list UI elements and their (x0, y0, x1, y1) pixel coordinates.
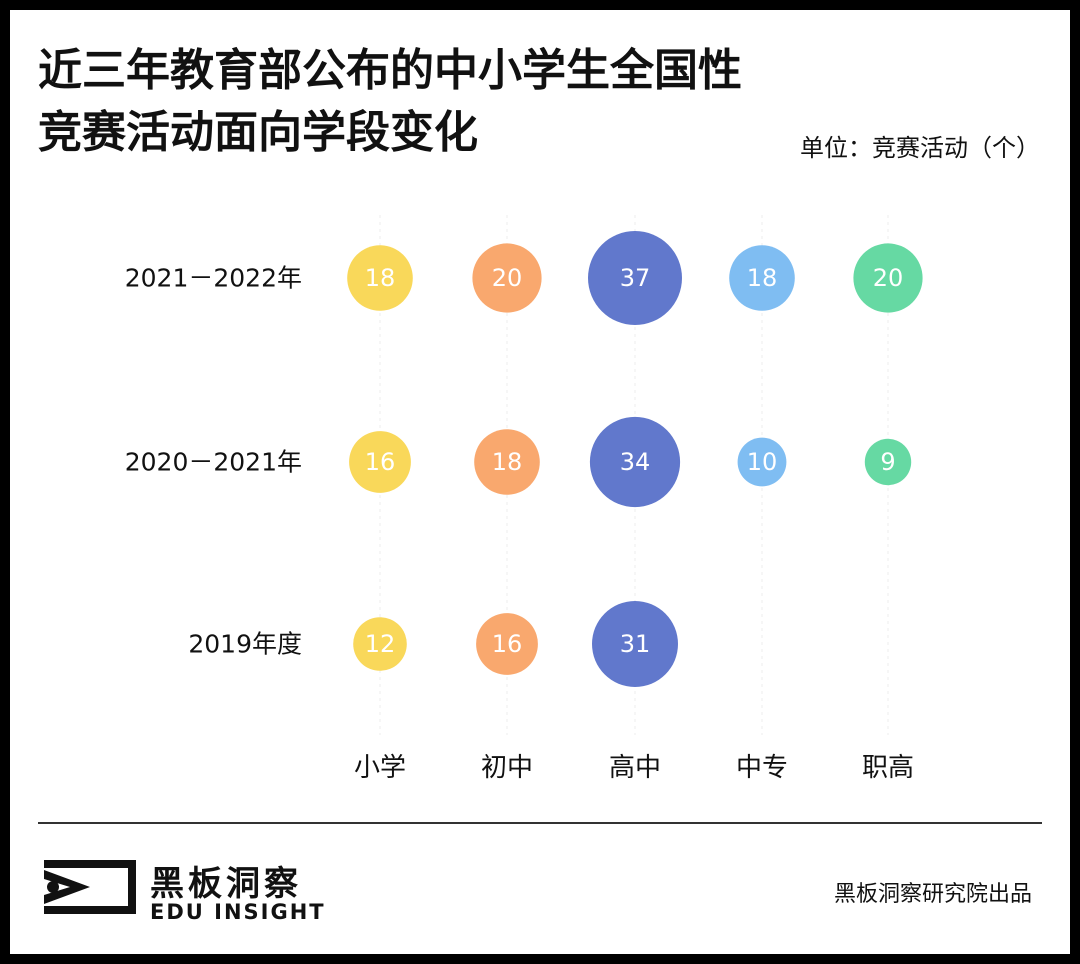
bubble (476, 613, 538, 675)
bubble-value-label: 16 (365, 448, 396, 476)
bubble (864, 438, 912, 486)
row-label: 2021－2022年 (125, 264, 302, 293)
category-label: 中专 (736, 753, 788, 783)
category-label: 高中 (609, 753, 661, 783)
bubble-value-label: 9 (880, 448, 895, 476)
bubble (737, 437, 787, 487)
row-label: 2019年度 (188, 630, 302, 659)
bubble (588, 231, 682, 325)
category-label: 职高 (862, 753, 914, 783)
bubble (589, 416, 681, 508)
bubble-value-label: 18 (365, 264, 396, 292)
category-label: 初中 (481, 753, 533, 783)
brand-name-en: EDU INSIGHT (150, 900, 326, 924)
bubble (474, 429, 540, 495)
brand-name-cn: 黑板洞察 (150, 864, 302, 904)
footer-divider (38, 822, 1042, 824)
bubble (729, 245, 795, 311)
bubble-value-label: 37 (620, 264, 651, 292)
title-line-2: 竞赛活动面向学段变化 (38, 107, 478, 158)
bubble-value-label: 18 (492, 448, 523, 476)
chart-card: 近三年教育部公布的中小学生全国性 竞赛活动面向学段变化 单位：竞赛活动（个） 2… (10, 10, 1070, 954)
bubble-value-label: 12 (365, 630, 396, 658)
edu-insight-logo-icon (44, 860, 136, 914)
bubble (353, 617, 407, 671)
bubble (853, 243, 923, 313)
chart-title: 近三年教育部公布的中小学生全国性 竞赛活动面向学段变化 (38, 40, 742, 164)
bubble-value-label: 20 (492, 264, 523, 292)
bubble (349, 431, 411, 493)
row-label: 2020－2021年 (125, 448, 302, 477)
title-line-1: 近三年教育部公布的中小学生全国性 (38, 45, 742, 96)
bubble-value-label: 16 (492, 630, 523, 658)
bubble (472, 243, 542, 313)
bubble (592, 601, 678, 687)
category-label: 小学 (354, 753, 406, 783)
bubble-value-label: 18 (747, 264, 778, 292)
bubble-value-label: 31 (620, 630, 651, 658)
unit-label: 单位：竞赛活动（个） (800, 134, 1040, 162)
bubble (347, 245, 413, 311)
bubble-value-label: 20 (873, 264, 904, 292)
bubble-value-label: 10 (747, 448, 778, 476)
bubble-value-label: 34 (620, 448, 651, 476)
credit-text: 黑板洞察研究院出品 (833, 882, 1032, 907)
